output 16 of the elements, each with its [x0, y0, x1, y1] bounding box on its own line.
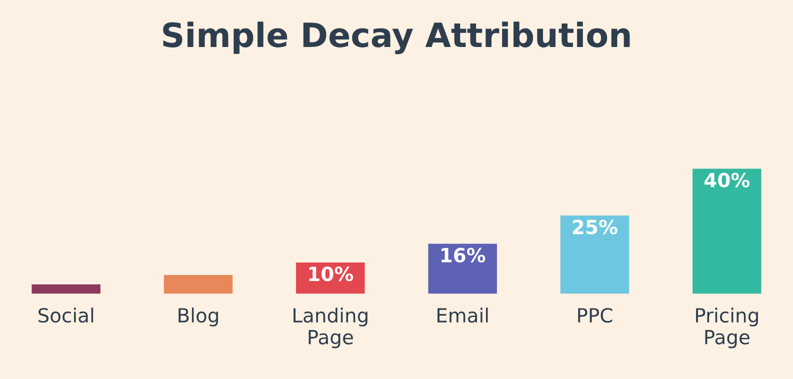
x-tick-label: Pricing Page	[696, 308, 758, 348]
bar	[32, 284, 100, 294]
x-tick-label: Landing Page	[294, 308, 368, 348]
x-tick-label: Email	[438, 308, 488, 323]
chart-title: Simple Decay Attribution	[163, 22, 630, 54]
x-tick-label: Social	[38, 308, 94, 323]
bar	[164, 274, 233, 294]
bar	[428, 244, 497, 294]
x-tick-label: PPC	[578, 308, 612, 323]
bar	[560, 216, 630, 294]
data-label: 10%	[309, 266, 354, 282]
data-label: 16%	[442, 248, 486, 262]
x-tick-label: Blog	[178, 308, 218, 326]
data-label: 40%	[704, 172, 750, 188]
bar	[692, 168, 762, 294]
data-label: 25%	[573, 220, 618, 234]
